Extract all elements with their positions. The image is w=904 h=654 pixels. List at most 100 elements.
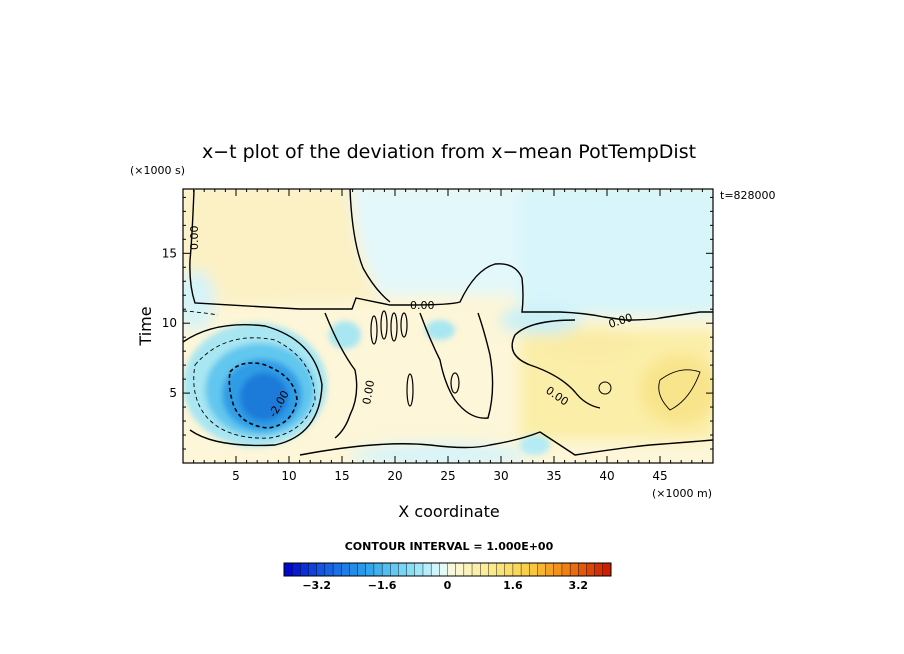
colorbar-cell [341,562,350,577]
field-warm-blob-2 [540,327,640,363]
vortex-core [240,373,288,421]
colorbar-cell [373,562,383,577]
colorbar-cell [455,562,465,577]
x-tick-label: 5 [232,469,240,483]
chart-title: x−t plot of the deviation from x−mean Po… [202,141,696,163]
colorbar-cell [488,562,498,577]
colorbar-tick-label: 1.6 [503,579,523,592]
colorbar-cell [390,562,399,577]
colorbar-cell [357,562,367,577]
contour-streak-3 [400,312,408,338]
x-tick-label: 25 [440,469,455,483]
contour-label: 0.00 [360,379,377,405]
y-unit-label: (×1000 s) [130,164,185,177]
colorbar-cell [430,562,440,577]
contour-neg-outer-dashed [193,337,316,439]
cool-spot-3 [520,435,550,455]
colorbar-cell [439,562,449,577]
x-tick-label: 10 [281,469,296,483]
contour-interval: CONTOUR INTERVAL = 1.000E+00 [345,540,554,553]
colorbar-tick-label: −1.6 [368,579,397,592]
colorbar-cell [283,562,293,577]
colorbar-cell [553,562,563,577]
colorbar-cell [463,562,473,577]
colorbar-labels: −3.2 −1.6 0 1.6 3.2 [302,579,588,592]
time-stamp: t=828000 [720,189,776,202]
colorbar-cell [561,562,571,577]
colorbar-tick-label: 0 [444,579,452,592]
contour-label: 0.00 [410,299,435,312]
x-tick-label: 40 [599,469,614,483]
y-tick-label: 15 [162,246,177,260]
contour-zero-s-curve [511,319,601,409]
colorbar-cell [512,562,522,577]
colorbar-tick-label: 3.2 [569,579,589,592]
x-tick-label: 45 [652,469,667,483]
colorbar-cell [291,562,301,577]
colorbar [283,562,612,577]
colorbar-cell [594,562,604,577]
contour-label: 0.00 [188,226,201,251]
colorbar-cell [332,562,342,577]
colorbar-cell [471,562,481,577]
contour-streak-4 [370,315,378,345]
contour-zero-mid-right [419,312,494,419]
cool-spot-2 [425,320,455,340]
colorbar-cell [529,562,538,577]
colorbar-cell [480,562,489,577]
colorbar-cell [586,562,596,577]
field-warm-blob-1 [640,355,713,425]
colorbar-cell [406,562,416,577]
colorbar-cell [545,562,555,577]
colorbar-cell [520,562,530,577]
contour-zero-vortex [183,324,323,447]
plot-area: 0.00 0.00 0.00 0.00 0.00 -2.00 [183,189,713,463]
x-axis-label: X coordinate [398,502,499,521]
x-tick-label: 15 [334,469,349,483]
contours [183,189,713,456]
colorbar-cell [308,562,318,577]
contour-neg-2-dashed [228,362,298,429]
colorbar-cell [365,562,375,577]
contour-streak-6 [450,372,460,394]
colorbar-cell [414,562,424,577]
x-tick-label: 20 [387,469,402,483]
colorbar-cell [504,562,514,577]
contour-zero-top-left [189,189,713,321]
contour-streak-5 [406,373,414,407]
colorbar-cell [537,562,547,577]
field-cool-left-edge [183,270,215,330]
colorbar-cell [422,562,432,577]
colorbar-tick-label: −3.2 [302,579,331,592]
contour-zero-top-divide [349,189,391,303]
colorbar-cell [447,562,457,577]
colorbar-cell [578,562,587,577]
colorbar-cell [316,562,326,577]
colorbar-cell [569,562,579,577]
colorbar-cell [324,562,334,577]
x-unit-label: (×1000 m) [652,487,712,500]
y-axis-label: Time [136,306,155,346]
contour-small-ring [598,381,612,395]
contour-streak-1 [380,310,388,340]
colorbar-cell [602,562,612,577]
x-tick-label: 35 [546,469,561,483]
contour-zero-bottom [299,431,713,456]
field-upper-right-cyan-2 [520,189,713,315]
contour-zero-mid [324,312,358,439]
colorbar-cell [398,562,408,577]
tick-marks [182,189,714,464]
field-upper-left-yellow [183,189,380,305]
colorbar-cell [496,562,506,577]
tick-labels: 5 10 15 20 25 30 35 40 45 5 10 15 [162,246,668,483]
colorbar-frame [283,562,612,577]
y-tick-label: 5 [169,386,177,400]
colorbar-cell [381,562,391,577]
contour-streak-2 [390,312,398,342]
y-tick-label: 10 [162,316,177,330]
contour-warm-right [658,369,701,411]
x-tick-label: 30 [493,469,508,483]
cool-spot-1 [329,321,361,349]
field-cool-patch [500,306,580,334]
